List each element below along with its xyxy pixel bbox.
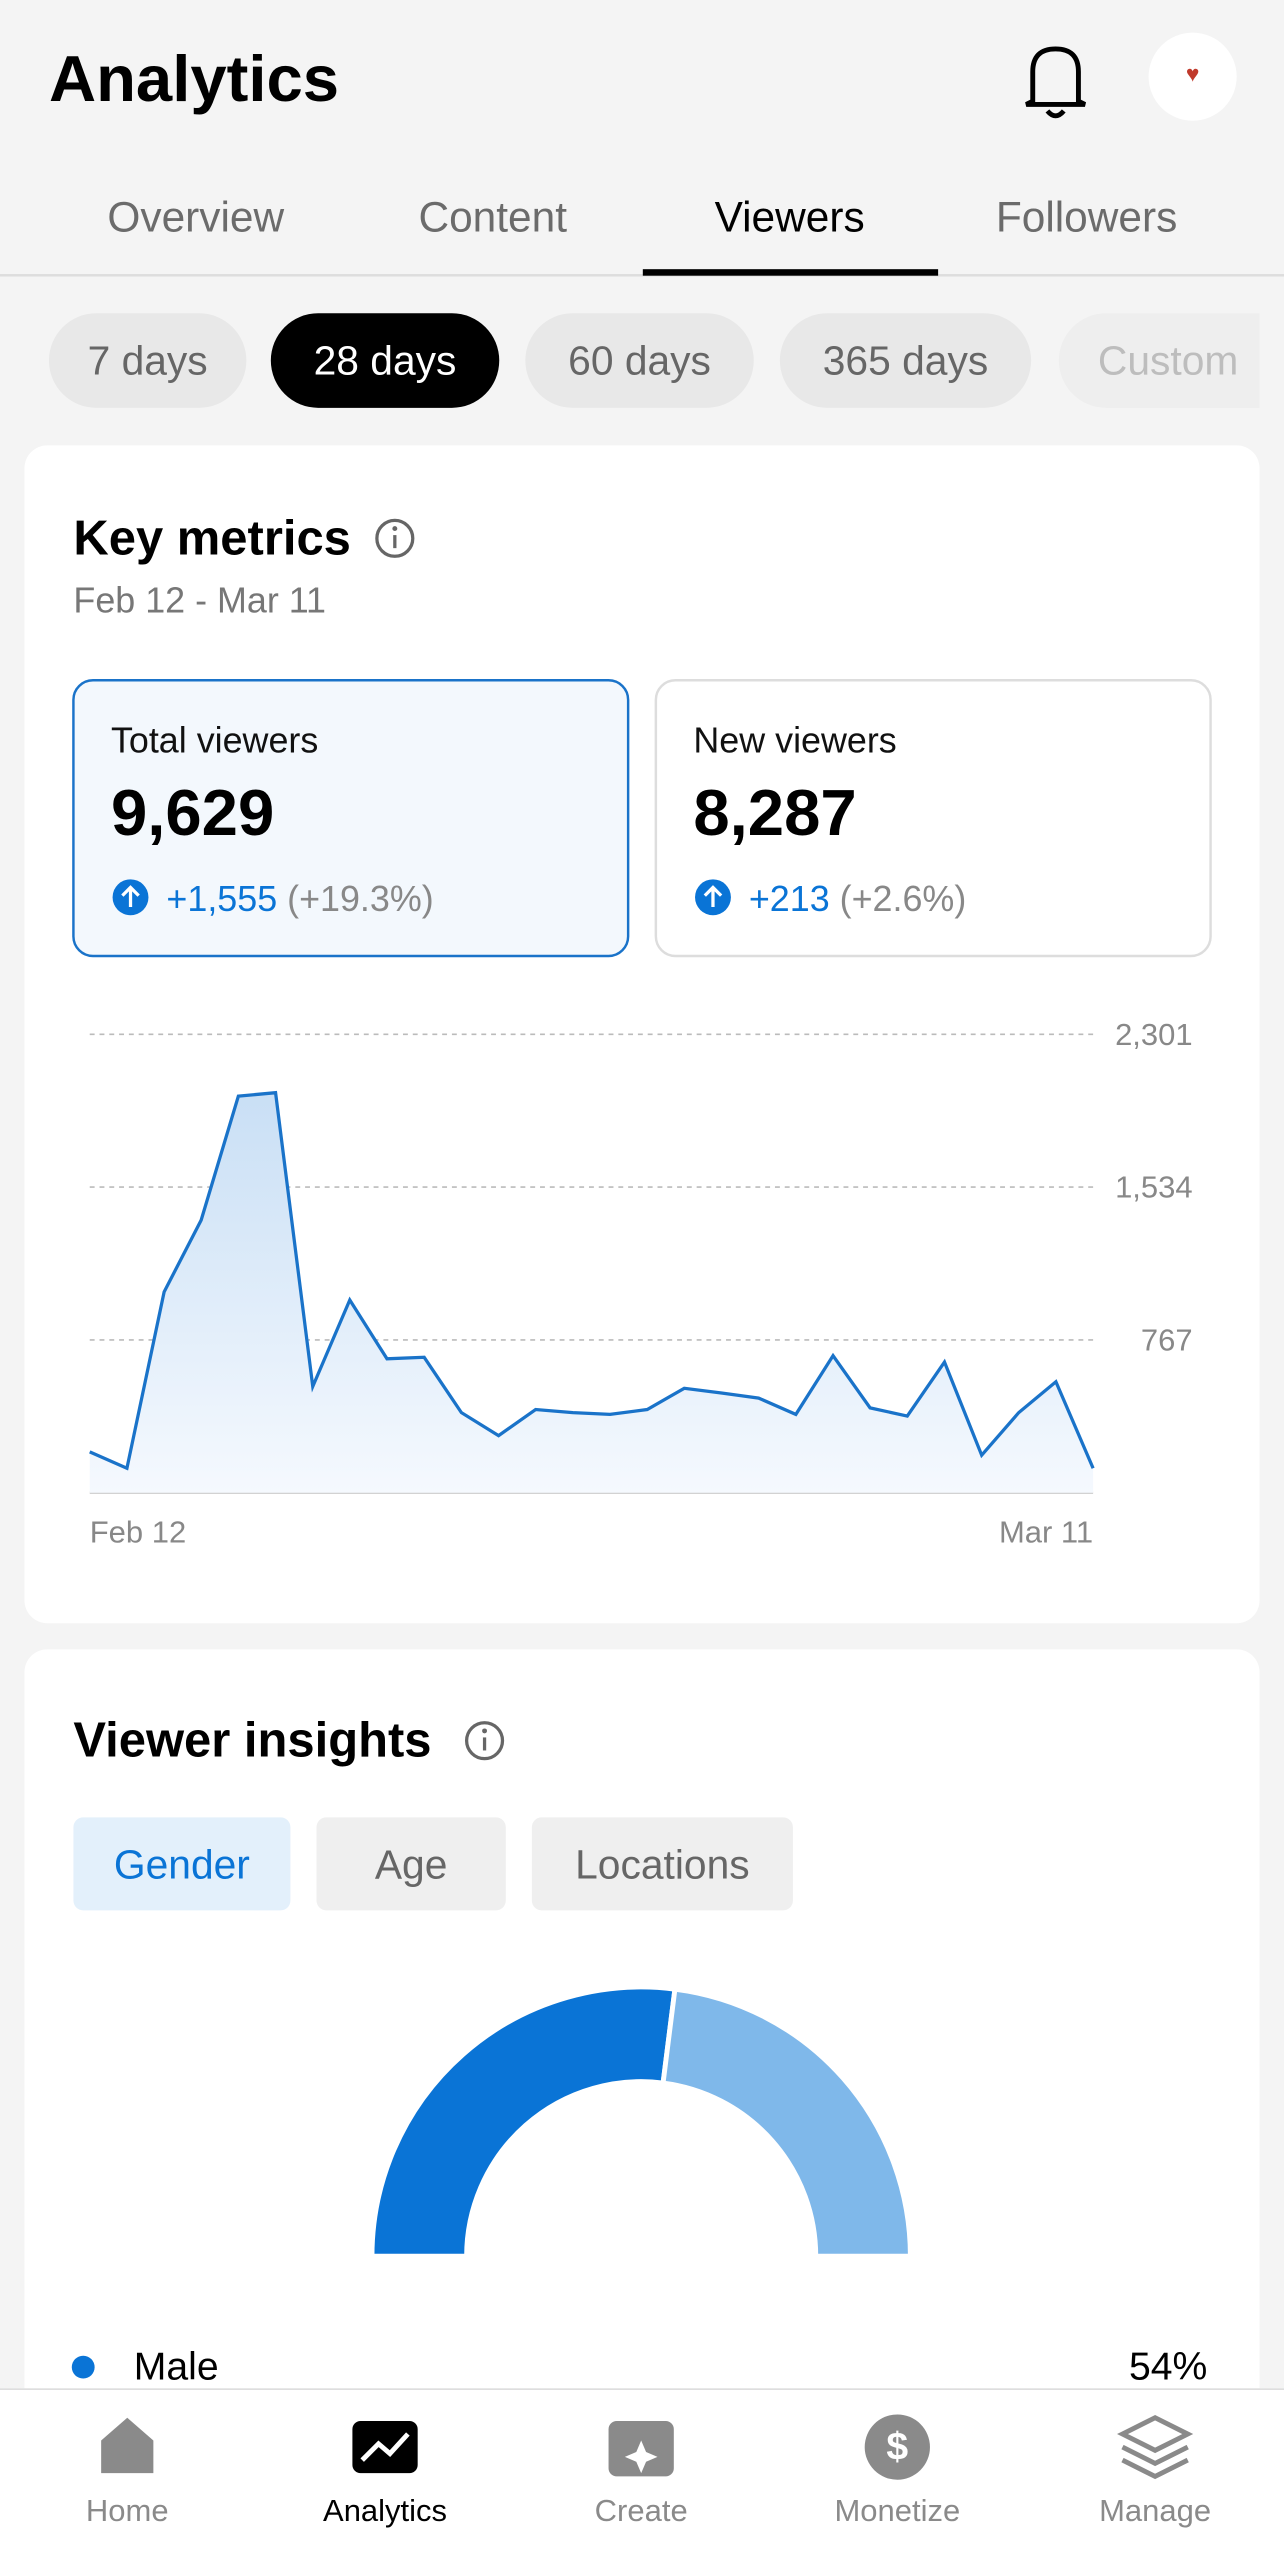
analytics-glyph — [360, 2432, 410, 2462]
insight-tab-active[interactable] — [73, 1817, 291, 1911]
info-icon[interactable] — [464, 1721, 505, 1761]
insight-tab[interactable] — [531, 1817, 793, 1911]
change: +213 — [749, 879, 830, 919]
bell-icon[interactable] — [1025, 46, 1087, 119]
half-donut: Male 54% — [71, 1984, 1207, 2389]
metric-value: 8,287 — [693, 776, 856, 849]
nav-divider — [0, 2388, 1284, 2390]
tab-indicator — [642, 269, 939, 276]
chip-label: 7 days — [88, 338, 208, 384]
legend-label: Male — [134, 2346, 219, 2389]
insight-tab[interactable] — [316, 1817, 506, 1911]
chip[interactable] — [48, 313, 247, 408]
avatar[interactable] — [1148, 32, 1237, 121]
percent: (+19.3%) — [287, 879, 434, 919]
chip[interactable] — [779, 313, 1032, 408]
card-title: Viewer insights — [73, 1714, 431, 1768]
y-tick-label: 1,534 — [1115, 1170, 1193, 1205]
nav-label[interactable]: Monetize — [834, 2493, 960, 2528]
percent: (+2.6%) — [840, 879, 967, 919]
chip[interactable] — [1058, 313, 1284, 408]
x-tick-label: Mar 11 — [999, 1514, 1093, 1549]
tabs: Overview Content Viewers Followers — [0, 193, 1284, 277]
chip-label: Custom — [1098, 338, 1238, 384]
tab[interactable]: Overview — [107, 193, 284, 240]
fade — [1259, 309, 1284, 412]
x-tick-label: Feb 12 — [90, 1514, 186, 1549]
metric-change: +213 (+2.6%) — [749, 879, 966, 919]
metric-label: Total viewers — [111, 721, 318, 761]
metric-change: +1,555 (+19.3%) — [166, 879, 433, 919]
insight-tab-label: Age — [375, 1842, 448, 1888]
nav-label[interactable]: Home — [86, 2493, 169, 2528]
y-tick-label: 767 — [1141, 1322, 1193, 1357]
line-chart: 767 1,534 2,301 Feb 12 Mar 11 — [89, 1017, 1193, 1549]
monetize-icon[interactable] — [864, 2414, 930, 2480]
metric-value: 9,629 — [111, 776, 274, 849]
monetize-glyph: $ — [886, 2426, 908, 2469]
chip-label: 365 days — [823, 338, 988, 384]
up-arrow — [121, 885, 140, 908]
home-icon[interactable] — [101, 2417, 154, 2474]
y-tick-label: 2,301 — [1115, 1017, 1193, 1052]
chip[interactable] — [525, 313, 754, 408]
avatar-logo: ♥ — [1186, 60, 1200, 86]
tab[interactable]: Followers — [996, 193, 1177, 240]
tab-active[interactable]: Viewers — [715, 193, 865, 240]
area — [89, 1092, 1094, 1493]
legend-value: 54% — [1129, 2346, 1207, 2389]
change: +1,555 — [166, 879, 277, 919]
card-title: Key metrics — [73, 511, 350, 565]
line — [89, 1090, 1095, 1471]
page-title: Analytics — [49, 42, 339, 115]
metric-card-selected[interactable] — [72, 679, 630, 958]
nav-label[interactable]: Create — [595, 2493, 688, 2528]
create-glyph — [624, 2440, 658, 2474]
bottom-nav: $ Home Analytics Create Monetize Manage — [0, 2388, 1284, 2558]
donut-segment — [369, 1984, 678, 2259]
tab[interactable]: Content — [418, 193, 567, 240]
manage-icon[interactable] — [1117, 2414, 1194, 2480]
legend-dot — [71, 2355, 95, 2379]
insight-tab-label: Locations — [575, 1842, 750, 1888]
insight-tab-label: Gender — [114, 1842, 250, 1888]
chip-label: 60 days — [568, 338, 711, 384]
info-icon[interactable] — [375, 518, 415, 558]
chip-label: 28 days — [314, 338, 457, 384]
metric-label: New viewers — [693, 721, 896, 761]
date-range: Feb 12 - Mar 11 — [73, 580, 326, 620]
nav-label-active[interactable]: Analytics — [323, 2493, 447, 2528]
nav-label[interactable]: Manage — [1099, 2493, 1211, 2528]
chip-active[interactable] — [270, 313, 500, 408]
donut-segment — [660, 1986, 913, 2259]
metric-card[interactable] — [654, 679, 1212, 958]
tab-divider — [0, 274, 1284, 277]
range-chips: 7 days 28 days 60 days 365 days Custom — [48, 309, 1284, 412]
up-arrow — [703, 885, 723, 908]
